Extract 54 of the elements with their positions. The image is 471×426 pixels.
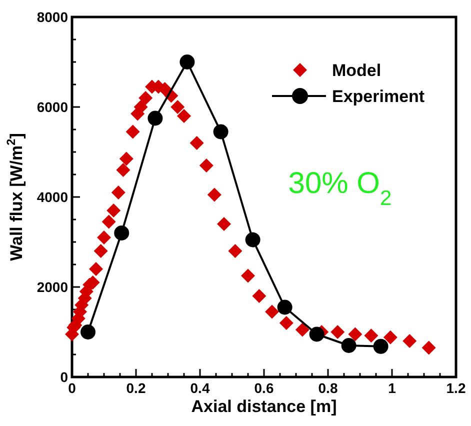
- point: [373, 338, 388, 354]
- point: [207, 188, 222, 202]
- point: [309, 326, 324, 342]
- point: [277, 300, 292, 315]
- x-tick-label: 1: [388, 380, 396, 396]
- x-tick-label: 0.2: [126, 380, 146, 396]
- legend-label: Model: [332, 61, 382, 80]
- point: [138, 91, 153, 105]
- point: [228, 244, 242, 258]
- y-tick-label: 2000: [36, 279, 68, 295]
- point: [252, 289, 266, 303]
- point: [217, 217, 231, 231]
- point: [102, 214, 116, 229]
- point: [213, 124, 228, 140]
- point: [402, 334, 417, 348]
- point: [89, 262, 103, 276]
- point: [190, 136, 204, 150]
- x-tick-label: 0.4: [190, 380, 210, 396]
- x-axis-title: Axial distance [m]: [191, 397, 337, 416]
- point: [106, 204, 121, 218]
- point: [245, 232, 260, 248]
- point: [265, 304, 279, 319]
- point: [97, 230, 111, 244]
- point: [241, 268, 255, 283]
- point: [114, 226, 130, 240]
- annotation: 30% O$_{2}$: [288, 167, 392, 210]
- point: [134, 100, 148, 114]
- point: [330, 325, 345, 339]
- point: [180, 54, 195, 70]
- point: [148, 110, 163, 126]
- y-tick-label: 4000: [36, 189, 68, 205]
- x-tick-label: 0.8: [318, 380, 338, 396]
- point: [170, 100, 185, 114]
- point: [279, 316, 294, 330]
- point: [295, 322, 310, 337]
- point: [111, 186, 126, 200]
- point: [364, 328, 378, 343]
- point: [80, 324, 96, 340]
- point: [422, 340, 436, 355]
- y-tick-label: 0: [60, 369, 68, 385]
- point: [341, 338, 356, 353]
- point: [116, 163, 130, 177]
- legend-label: Experiment: [332, 87, 425, 106]
- point: [119, 152, 134, 166]
- point: [126, 124, 140, 139]
- y-tick-label: 6000: [36, 99, 68, 115]
- point: [177, 109, 191, 123]
- point: [383, 330, 398, 344]
- point: [94, 244, 108, 258]
- y-tick-label: 8000: [36, 9, 68, 25]
- point: [348, 327, 362, 342]
- x-tick-label: 1.2: [446, 380, 466, 396]
- point: [199, 158, 214, 172]
- x-tick-label: 0.6: [254, 380, 274, 396]
